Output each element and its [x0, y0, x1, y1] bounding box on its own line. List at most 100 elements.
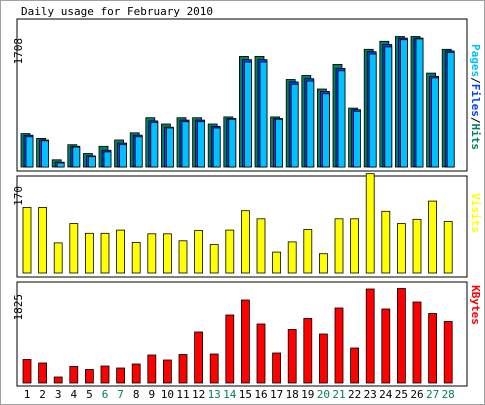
bar-visits-day-24	[381, 210, 391, 274]
bar-kbytes-day-11	[178, 354, 188, 384]
bar-kbytes-day-2	[38, 362, 47, 384]
bar-visits-day-13	[209, 244, 219, 274]
bar-pages-day-4	[72, 146, 81, 168]
panel-visits: 170 Visits	[12, 173, 482, 278]
bar-visits-day-5	[85, 232, 94, 274]
panel-visits-ymax-label: 170	[12, 186, 25, 206]
bar-pages-day-7	[119, 144, 127, 168]
bar-pages-day-27	[431, 77, 440, 168]
bar-pages-day-20	[321, 93, 330, 168]
x-label-day-25: 25	[395, 388, 408, 401]
bar-visits-day-1	[22, 207, 32, 274]
bar-kbytes-day-7	[116, 367, 125, 384]
panel-hits-ymax-label: 1708	[12, 38, 25, 65]
bar-visits-day-25	[396, 223, 406, 274]
bar-pages-day-5	[88, 156, 96, 168]
bar-visits-day-27	[428, 200, 438, 274]
bar-pages-day-23	[368, 53, 377, 168]
bar-kbytes-day-5	[85, 369, 94, 384]
x-label-day-5: 5	[86, 388, 93, 401]
panel-visits-bars	[22, 173, 453, 274]
x-label-day-26: 26	[410, 388, 423, 401]
panel-hits-bars	[20, 36, 455, 168]
bar-kbytes-day-1	[22, 359, 32, 384]
bar-visits-day-4	[69, 223, 79, 274]
bar-visits-day-18	[287, 241, 297, 274]
bar-pages-day-17	[275, 118, 284, 168]
bar-visits-day-21	[334, 218, 344, 274]
panel-kbytes: 1825 KBytes	[12, 281, 482, 387]
bar-visits-day-7	[116, 229, 125, 274]
bar-kbytes-day-13	[209, 353, 219, 384]
panel-visits-legend: Visits	[469, 193, 482, 233]
bar-kbytes-day-17	[272, 352, 282, 384]
bar-pages-day-8	[134, 136, 143, 168]
bar-visits-day-11	[178, 240, 188, 274]
bar-pages-day-10	[165, 127, 174, 168]
bar-visits-day-6	[100, 232, 110, 274]
x-label-day-21: 21	[332, 388, 345, 401]
bar-pages-day-9	[150, 122, 159, 168]
bar-pages-day-18	[290, 83, 299, 168]
bar-kbytes-day-6	[100, 365, 110, 384]
x-label-day-14: 14	[223, 388, 237, 401]
panel-hits-legend: Pages/Files/Hits	[469, 44, 482, 150]
bar-visits-day-19	[303, 229, 313, 274]
bar-kbytes-day-26	[412, 301, 422, 384]
legend-pages: Pages	[469, 44, 482, 77]
bar-visits-day-20	[318, 253, 328, 274]
chart-title: Daily usage for February 2010	[21, 5, 213, 18]
x-label-day-12: 12	[192, 388, 205, 401]
bar-pages-day-1	[25, 136, 34, 168]
bar-kbytes-day-12	[194, 331, 204, 384]
bar-kbytes-day-18	[287, 329, 297, 384]
bar-visits-day-16	[256, 218, 266, 274]
x-label-day-17: 17	[270, 388, 283, 401]
bar-pages-day-16	[259, 61, 268, 168]
x-label-day-13: 13	[208, 388, 221, 401]
panel-kbytes-ymax-label: 1825	[12, 294, 25, 321]
bar-pages-day-19	[306, 80, 315, 168]
x-label-day-24: 24	[379, 388, 393, 401]
bar-visits-day-9	[147, 233, 157, 274]
bar-pages-day-22	[353, 110, 362, 168]
panel-kbytes-legend: KBytes	[469, 285, 482, 325]
bar-kbytes-day-20	[318, 333, 328, 384]
bar-kbytes-day-21	[334, 307, 344, 384]
x-label-day-3: 3	[55, 388, 62, 401]
bar-pages-day-24	[384, 46, 393, 168]
bar-pages-day-26	[415, 38, 424, 168]
legend-hits: Hits	[469, 124, 482, 151]
bar-visits-day-2	[38, 207, 47, 274]
bar-pages-day-25	[399, 39, 408, 168]
bar-kbytes-day-27	[428, 313, 438, 384]
bar-kbytes-day-19	[303, 318, 313, 384]
legend-separator-2: /	[469, 117, 482, 124]
svg-text:Pages/Files/Hits: Pages/Files/Hits	[469, 44, 482, 150]
bar-visits-day-23	[365, 173, 375, 274]
x-label-day-27: 27	[426, 388, 439, 401]
panel-hits-files-pages: 1708 Pages/Files/Hits	[12, 18, 482, 172]
x-label-day-9: 9	[148, 388, 155, 401]
x-label-day-7: 7	[117, 388, 124, 401]
bar-pages-day-14	[228, 118, 237, 168]
bar-visits-day-8	[131, 241, 141, 274]
bar-kbytes-day-14	[225, 314, 235, 384]
bar-visits-day-14	[225, 229, 235, 274]
bar-visits-day-15	[240, 210, 250, 274]
x-label-day-10: 10	[161, 388, 174, 401]
bar-visits-day-17	[272, 251, 282, 274]
bar-pages-day-13	[212, 127, 221, 168]
x-label-day-15: 15	[239, 388, 252, 401]
bar-kbytes-day-8	[131, 363, 141, 384]
bar-visits-day-22	[350, 218, 360, 274]
bar-pages-day-28	[446, 52, 455, 168]
bar-kbytes-day-28	[443, 321, 453, 384]
bar-kbytes-day-9	[147, 354, 157, 384]
bar-kbytes-day-16	[256, 323, 266, 384]
legend-separator-1: /	[469, 77, 482, 84]
x-label-day-22: 22	[348, 388, 361, 401]
bar-kbytes-day-25	[396, 288, 406, 384]
x-label-day-1: 1	[24, 388, 31, 401]
